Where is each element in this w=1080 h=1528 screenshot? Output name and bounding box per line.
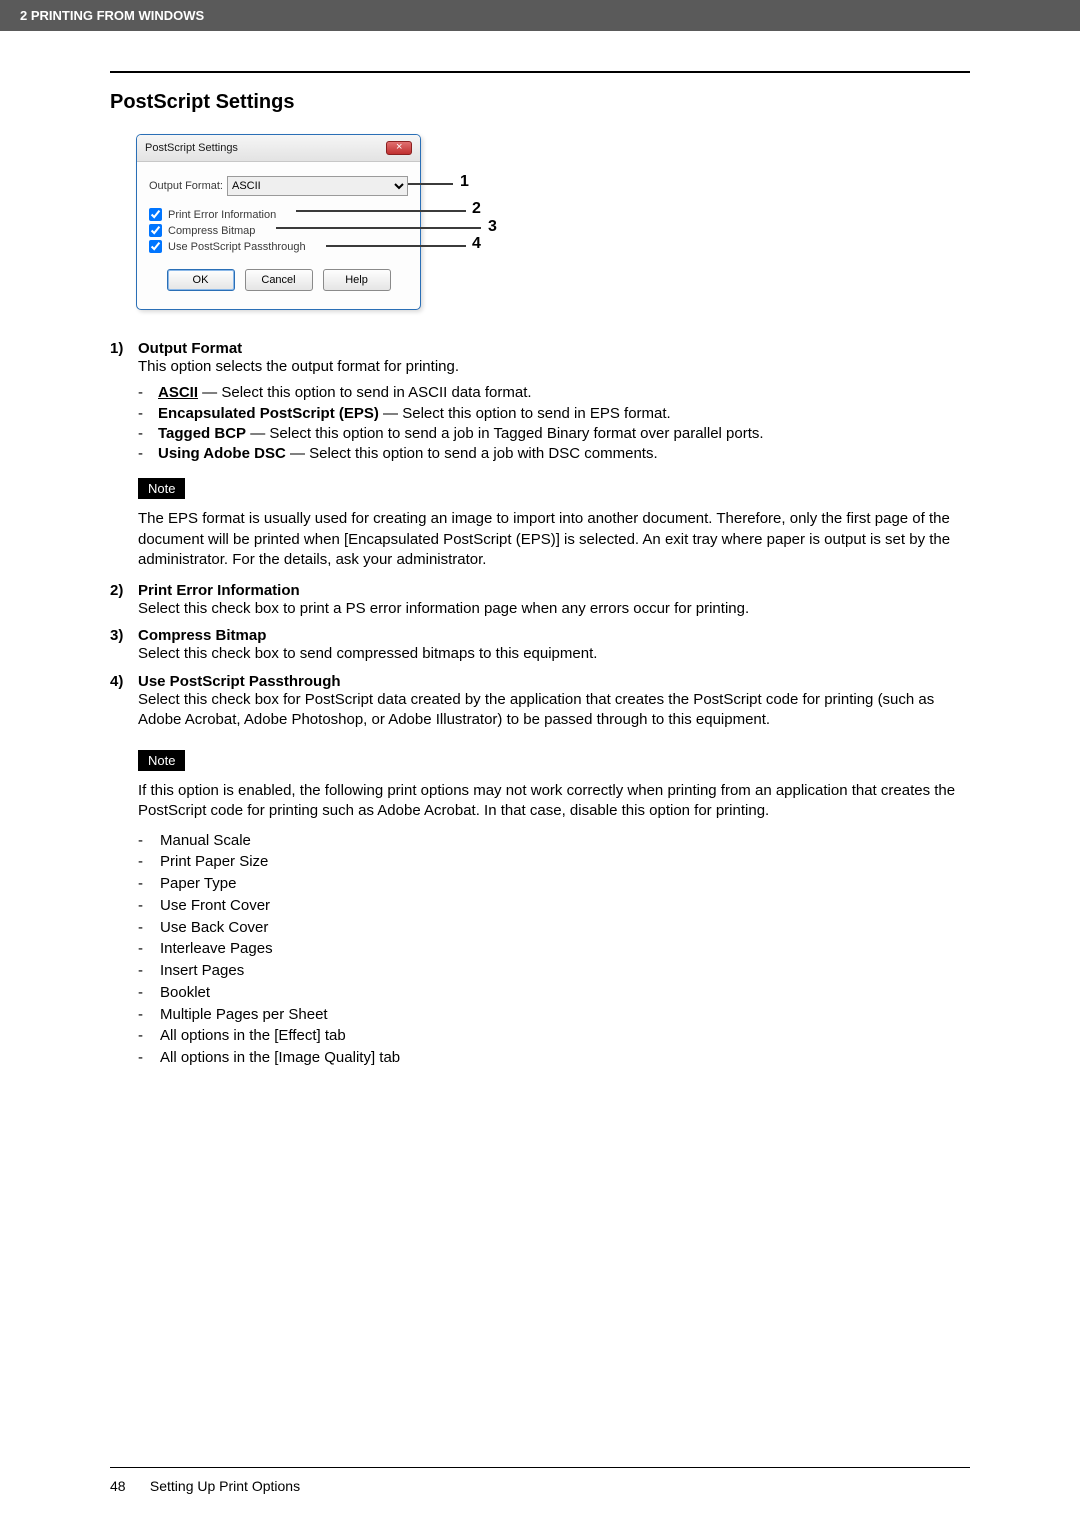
close-icon[interactable]	[386, 141, 412, 155]
note-2-text: If this option is enabled, the following…	[138, 781, 970, 822]
bullet-effect-tab: -All options in the [Effect] tab	[138, 1025, 970, 1047]
opt-tagged: -Tagged BCP — Select this option to send…	[138, 424, 970, 444]
opt-ascii: -ASCII — Select this option to send in A…	[138, 383, 970, 403]
bullet-manual-scale: -Manual Scale	[138, 830, 970, 852]
chapter-header: 2 PRINTING FROM WINDOWS	[0, 0, 1080, 31]
opt-tagged-name: Tagged BCP	[158, 425, 246, 442]
opt-dsc: -Using Adobe DSC — Select this option to…	[138, 444, 970, 464]
item-4: 4) Use PostScript Passthrough Select thi…	[110, 673, 970, 731]
output-format-row: Output Format: ASCII	[149, 176, 408, 196]
section-title: PostScript Settings	[110, 91, 970, 114]
opt-dsc-desc: — Select this option to send a job with …	[286, 445, 658, 462]
bullet-image-quality-tab: -All options in the [Image Quality] tab	[138, 1047, 970, 1069]
note-2-tag: Note	[138, 750, 185, 771]
cancel-button[interactable]: Cancel	[245, 269, 313, 291]
dialog-wrap: PostScript Settings Output Format: ASCII…	[136, 134, 970, 310]
bullet-print-paper-size: -Print Paper Size	[138, 851, 970, 873]
page-content: PostScript Settings PostScript Settings …	[0, 31, 1080, 1069]
opt-ascii-name: ASCII	[158, 384, 198, 401]
item-3-desc: Select this check box to send compressed…	[138, 644, 970, 664]
output-format-label: Output Format:	[149, 180, 227, 192]
callout-4: 4	[472, 235, 481, 253]
callout-line-2	[296, 210, 466, 212]
dialog-titlebar: PostScript Settings	[137, 135, 420, 162]
bullet-front-cover: -Use Front Cover	[138, 895, 970, 917]
callout-1: 1	[460, 173, 469, 191]
item-4-num: 4)	[110, 673, 138, 690]
bullet-insert-pages: -Insert Pages	[138, 960, 970, 982]
bullet-multiple-pages: -Multiple Pages per Sheet	[138, 1004, 970, 1026]
item-1-options: -ASCII — Select this option to send in A…	[138, 383, 970, 464]
opt-eps-desc: — Select this option to send in EPS form…	[379, 405, 671, 422]
note-2-bullets: -Manual Scale -Print Paper Size -Paper T…	[138, 830, 970, 1069]
callout-2: 2	[472, 200, 481, 218]
footer-title: Setting Up Print Options	[150, 1478, 300, 1494]
print-error-checkbox[interactable]	[149, 208, 162, 221]
bullet-interleave: -Interleave Pages	[138, 938, 970, 960]
passthrough-label: Use PostScript Passthrough	[168, 241, 306, 253]
output-format-select[interactable]: ASCII	[227, 176, 408, 196]
callout-line-3	[276, 227, 481, 229]
compress-bitmap-checkbox[interactable]	[149, 224, 162, 237]
item-1-desc: This option selects the output format fo…	[138, 357, 970, 377]
item-1-title: Output Format	[138, 340, 242, 357]
note-1-tag: Note	[138, 478, 185, 499]
footer: 48 Setting Up Print Options	[0, 1467, 1080, 1494]
note-1-text: The EPS format is usually used for creat…	[138, 509, 970, 570]
bullet-paper-type: -Paper Type	[138, 873, 970, 895]
print-error-label: Print Error Information	[168, 209, 276, 221]
compress-bitmap-label: Compress Bitmap	[168, 225, 255, 237]
chapter-text: 2 PRINTING FROM WINDOWS	[20, 8, 204, 23]
callout-line-4	[326, 245, 466, 247]
item-1-num: 1)	[110, 340, 138, 357]
callout-line-1	[408, 183, 453, 185]
item-1: 1) Output Format This option selects the…	[110, 340, 970, 377]
postscript-dialog: PostScript Settings Output Format: ASCII…	[136, 134, 421, 310]
footer-text: 48 Setting Up Print Options	[110, 1478, 970, 1494]
dialog-body: Output Format: ASCII Print Error Informa…	[137, 162, 420, 309]
opt-eps-name: Encapsulated PostScript (EPS)	[158, 405, 379, 422]
item-2-title: Print Error Information	[138, 582, 300, 599]
page-number: 48	[110, 1478, 146, 1494]
item-2: 2) Print Error Information Select this c…	[110, 582, 970, 619]
help-button[interactable]: Help	[323, 269, 391, 291]
item-3-title: Compress Bitmap	[138, 627, 266, 644]
passthrough-checkbox[interactable]	[149, 240, 162, 253]
dialog-buttons: OK Cancel Help	[149, 269, 408, 291]
bullet-back-cover: -Use Back Cover	[138, 917, 970, 939]
item-4-title: Use PostScript Passthrough	[138, 673, 341, 690]
item-4-desc: Select this check box for PostScript dat…	[138, 690, 970, 731]
item-3: 3) Compress Bitmap Select this check box…	[110, 627, 970, 664]
opt-dsc-name: Using Adobe DSC	[158, 445, 286, 462]
top-rule	[110, 71, 970, 73]
item-2-desc: Select this check box to print a PS erro…	[138, 599, 970, 619]
footer-rule	[110, 1467, 970, 1468]
callout-3: 3	[488, 218, 497, 236]
opt-ascii-desc: — Select this option to send in ASCII da…	[198, 384, 532, 401]
opt-eps: -Encapsulated PostScript (EPS) — Select …	[138, 404, 970, 424]
bullet-booklet: -Booklet	[138, 982, 970, 1004]
item-2-num: 2)	[110, 582, 138, 599]
compress-bitmap-check[interactable]: Compress Bitmap	[149, 224, 408, 237]
opt-tagged-desc: — Select this option to send a job in Ta…	[246, 425, 764, 442]
dialog-title: PostScript Settings	[145, 142, 238, 154]
ok-button[interactable]: OK	[167, 269, 235, 291]
item-3-num: 3)	[110, 627, 138, 644]
